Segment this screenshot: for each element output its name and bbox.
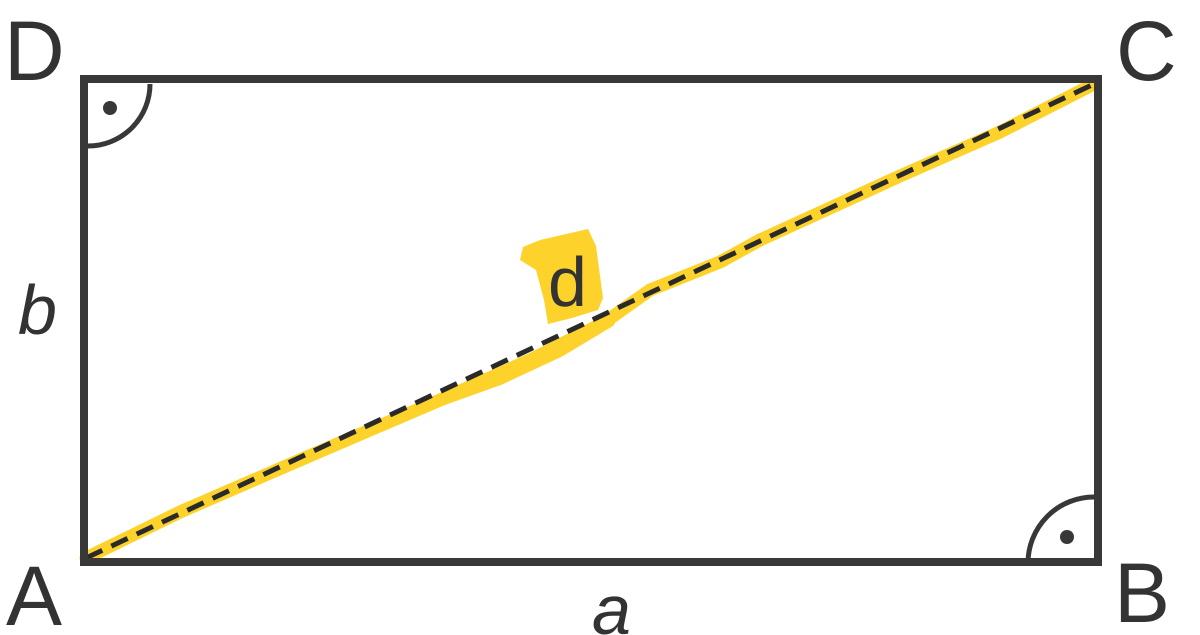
side-label-b: b [18, 271, 57, 349]
diagonal-line [84, 81, 1096, 561]
right-angle-dot-b [1060, 530, 1074, 544]
right-angle-arc-d [87, 83, 153, 149]
right-angle-dot-d [103, 101, 117, 115]
right-angle-arc-b [1025, 494, 1095, 564]
vertex-label-a: A [6, 549, 62, 635]
vertex-label-d: D [4, 4, 65, 98]
vertex-label-c: C [1116, 4, 1177, 98]
side-label-a: a [592, 571, 631, 635]
diagonal-label: d [548, 243, 587, 321]
diagonal-label-highlight [520, 229, 603, 324]
diagonal-highlight-bulge [425, 317, 615, 410]
vertex-label-b: B [1114, 546, 1170, 635]
rectangle [80, 75, 1102, 566]
